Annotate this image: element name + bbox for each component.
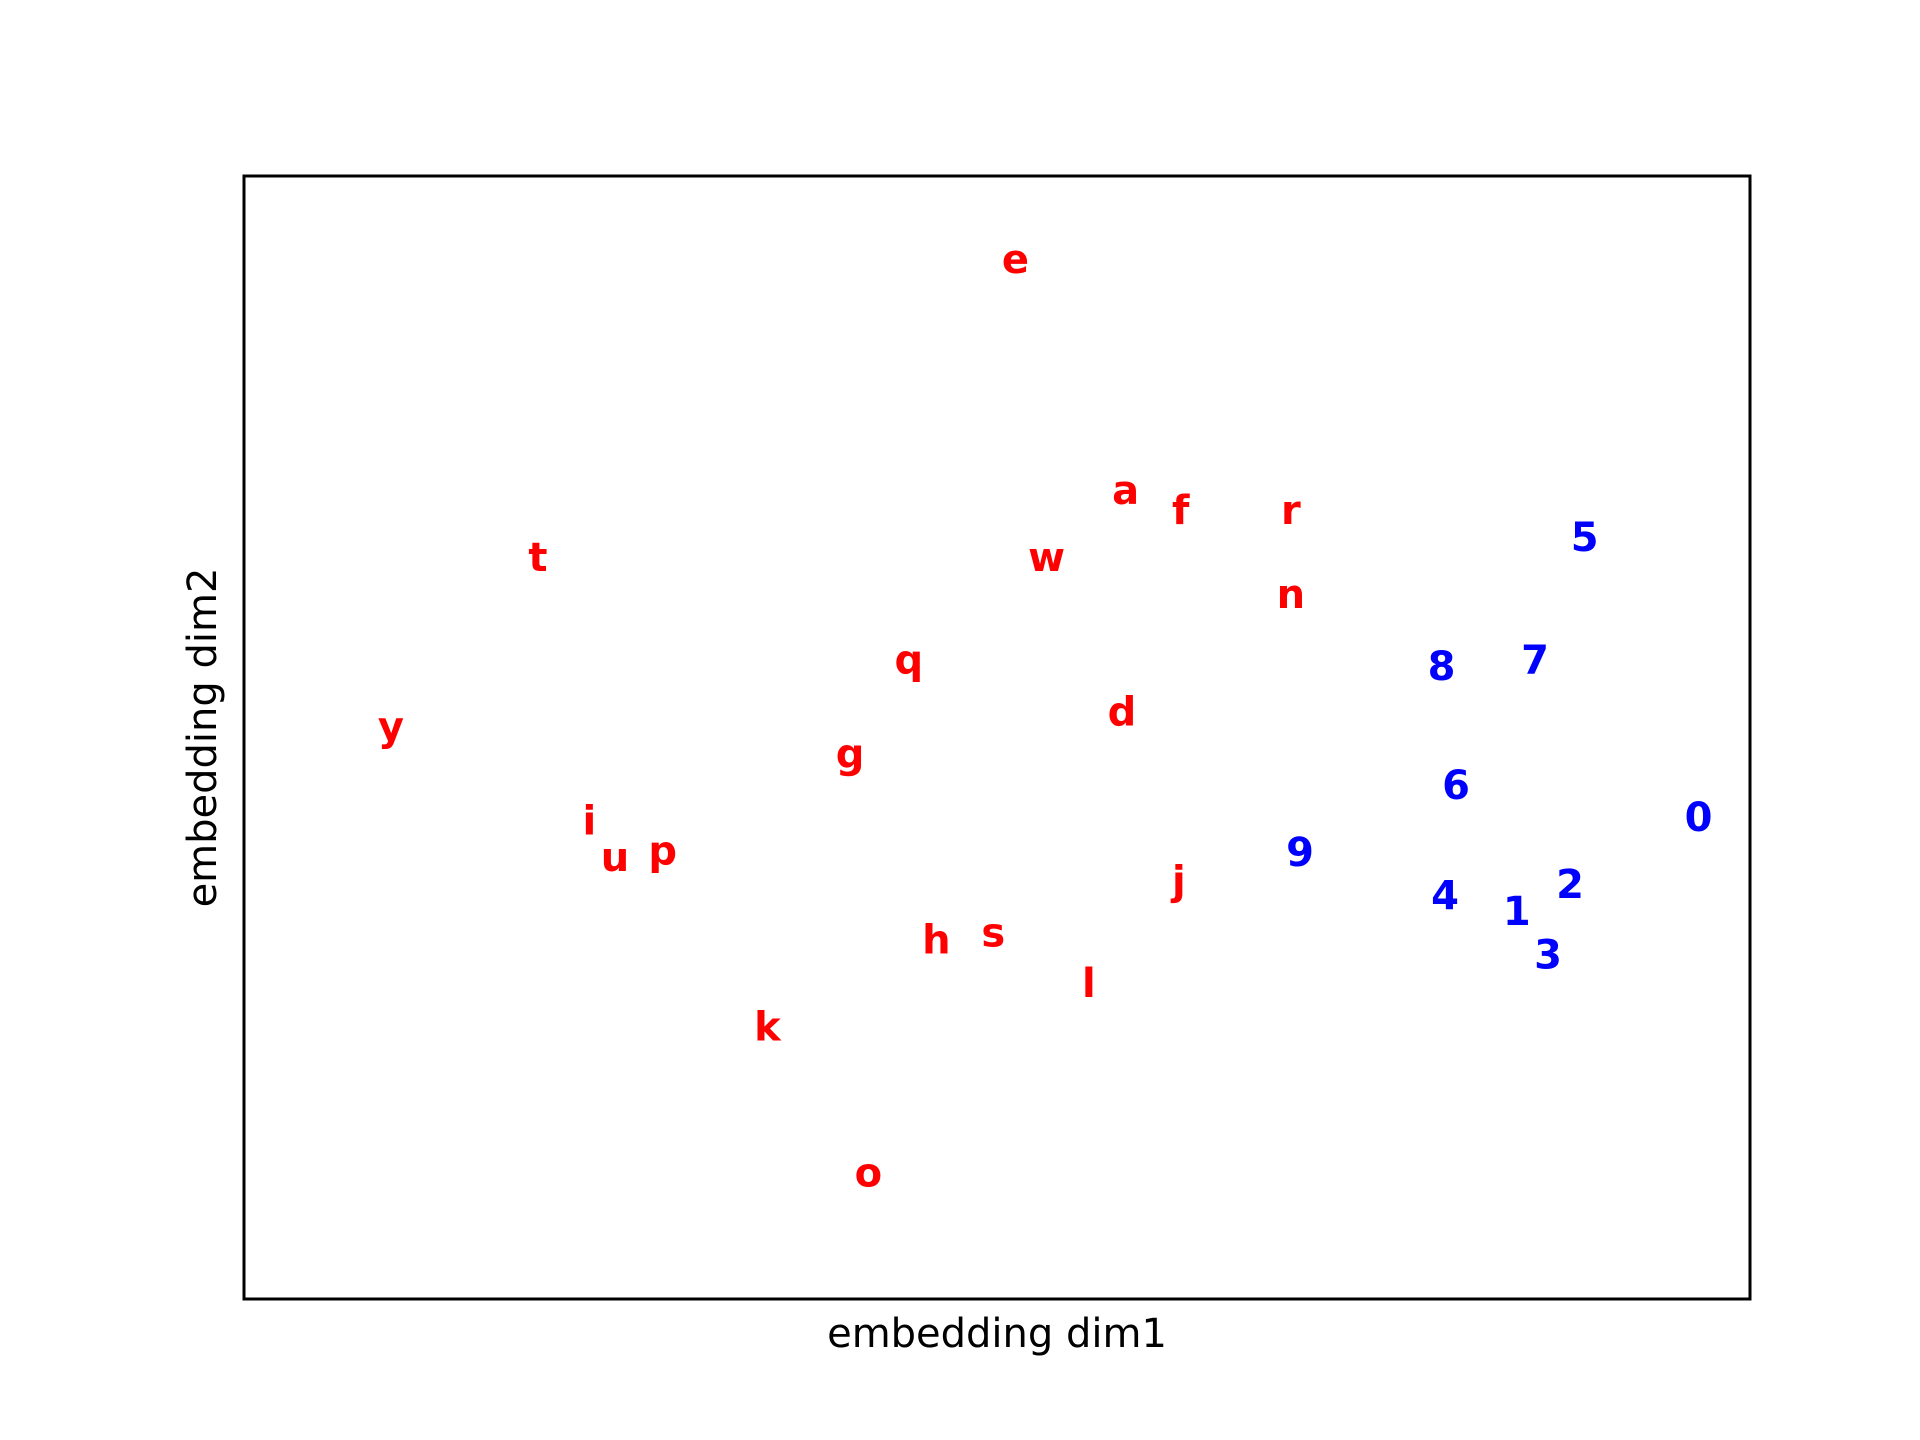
plot-frame [242, 174, 1752, 1301]
point-label-k: k [754, 1005, 782, 1051]
x-axis-label: embedding dim1 [827, 1311, 1167, 1357]
point-label-r: r [1281, 488, 1301, 534]
point-label-4: 4 [1431, 874, 1459, 920]
point-label-i: i [582, 798, 596, 844]
points-layer: e a f r w n t q d y g iu p j h s l k o 5 8 7 6 0 9 2 4 13 [378, 237, 1713, 1197]
point-label-7: 7 [1521, 637, 1549, 683]
point-label-n: n [1277, 572, 1305, 618]
point-label-j: j [1170, 859, 1186, 905]
point-label-l: l [1082, 961, 1096, 1007]
point-label-9: 9 [1286, 830, 1314, 876]
y-axis-label: embedding dim2 [180, 568, 226, 908]
point-label-3: 3 [1534, 932, 1562, 978]
point-label-1: 1 [1503, 889, 1531, 935]
point-label-5: 5 [1571, 515, 1599, 561]
point-label-t: t [528, 535, 547, 581]
point-label-8: 8 [1428, 644, 1456, 690]
point-label-s: s [981, 911, 1005, 957]
point-label-w: w [1028, 535, 1065, 581]
point-label-g: g [836, 731, 865, 777]
point-label-p: p [648, 829, 677, 875]
point-label-y: y [378, 704, 404, 750]
point-label-2: 2 [1556, 862, 1584, 908]
point-label-o: o [855, 1150, 882, 1196]
point-label-u: u [601, 835, 629, 881]
point-label-q: q [894, 637, 923, 683]
point-label-f: f [1172, 488, 1190, 534]
point-label-d: d [1108, 689, 1137, 735]
point-label-e: e [1002, 237, 1029, 283]
point-label-6: 6 [1442, 763, 1470, 809]
point-label-h: h [922, 917, 950, 963]
point-label-0: 0 [1685, 795, 1713, 841]
point-label-a: a [1112, 468, 1139, 514]
